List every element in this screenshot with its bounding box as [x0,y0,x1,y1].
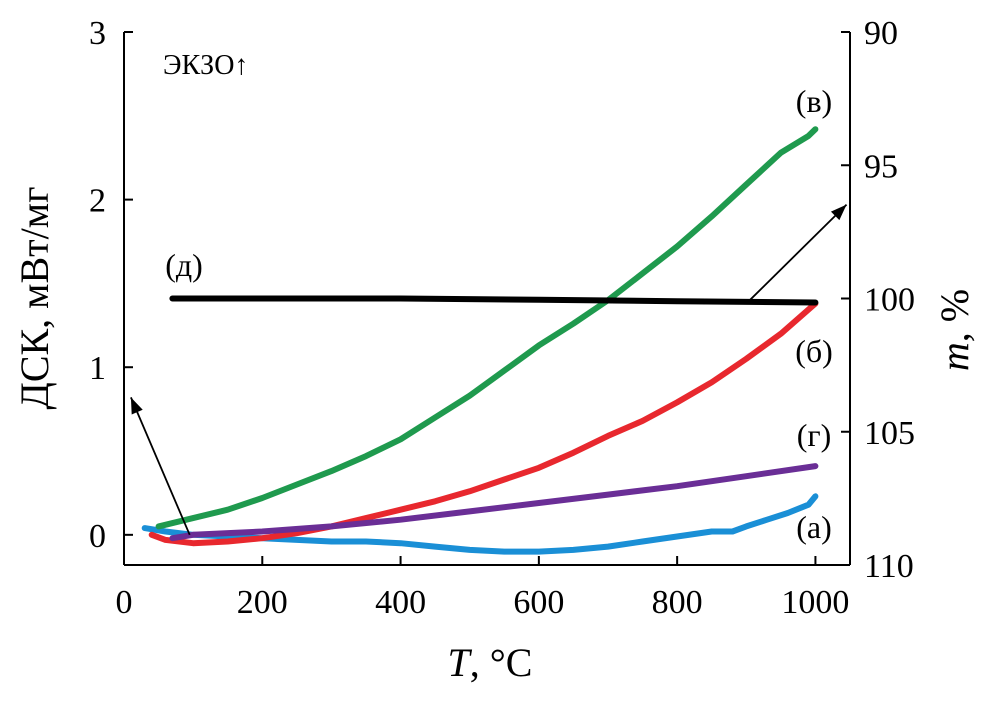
left-y-axis-title: ДСК, мВт/мг [12,187,57,410]
right-y-tick-label: 100 [864,282,915,319]
left-y-tick-label: 1 [89,350,106,387]
left-y-tick-label: 0 [89,518,106,555]
exo-label: ЭКЗО↑ [163,50,248,81]
series-label-5: (д) [165,247,203,283]
series-label-2: (б) [795,333,833,369]
left-y-tick-label: 2 [89,183,106,220]
arrow-head-2 [830,204,847,221]
right-y-tick-label: 105 [864,415,915,452]
series-label-1: (а) [796,509,832,545]
right-y-tick-label: 90 [864,15,898,52]
arrow-head-1 [130,397,143,415]
right-y-tick-label: 95 [864,148,898,185]
x-tick-label: 0 [116,584,133,621]
label-layer: (а) (б) (в) (г) (д) [165,83,833,545]
x-tick-label: 200 [237,584,288,621]
axis-pointer-arrow-1 [130,397,191,536]
series-label-4: (г) [797,417,831,453]
x-tick-label: 800 [652,584,703,621]
right-y-axis-title: m, % [932,289,977,371]
series-line-3 [155,126,819,530]
series-layer [141,126,819,555]
axis-pointer-arrow-2 [749,203,848,301]
left-y-tick-label: 3 [89,15,106,52]
arrow-layer [130,203,848,536]
x-tick-label: 400 [375,584,426,621]
ticks: 0 200 400 600 800 1000 0 1 2 3 90 95 100 105 110 [89,15,915,621]
series-label-3: (в) [796,83,832,119]
series-line-2 [148,300,819,547]
series-line-5 [169,295,819,306]
x-tick-label: 600 [513,584,564,621]
x-tick-label: 1000 [781,584,849,621]
series-line-4 [169,463,819,542]
right-y-tick-label: 110 [864,548,914,585]
x-axis-title: T, °C [448,640,533,685]
